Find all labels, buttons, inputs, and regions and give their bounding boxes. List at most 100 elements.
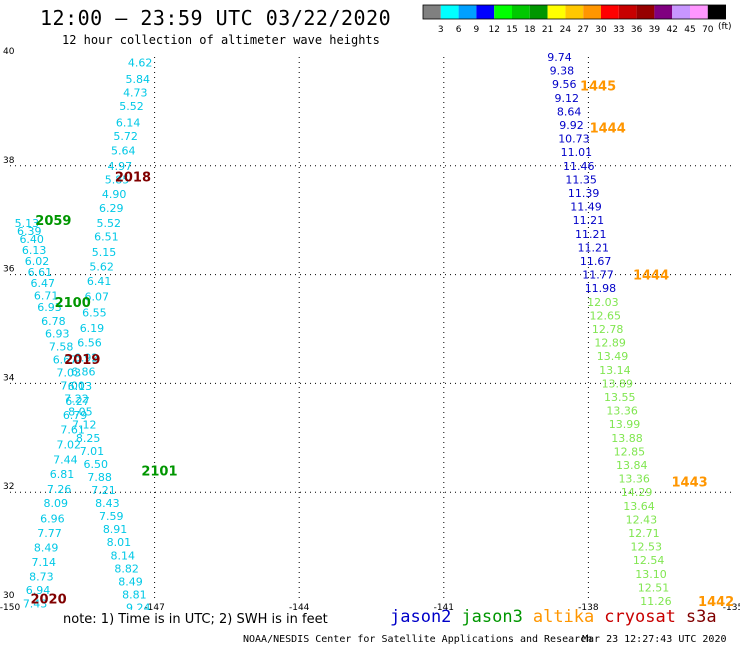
colorbar-tick-label: 27 <box>577 25 588 35</box>
legend-entry-jason3: jason3 <box>461 607 523 627</box>
wave-height-point: 13.99 <box>609 418 641 431</box>
wave-height-point: 12.03 <box>587 296 619 309</box>
wave-height-point: 8.64 <box>557 105 582 118</box>
wave-height-point: 13.10 <box>635 568 667 581</box>
colorbar-swatch <box>654 5 673 19</box>
colorbar-tick-label: 9 <box>474 25 480 35</box>
wave-height-point: 11.46 <box>563 160 595 173</box>
wave-height-point: 6.96 <box>40 512 65 525</box>
wave-height-point: 8.82 <box>114 562 139 575</box>
colorbar-tick-label: 70 <box>702 25 714 35</box>
time-label: 1442 <box>698 595 734 610</box>
time-label: 1444 <box>633 269 669 284</box>
colorbar-swatch <box>707 5 726 19</box>
colorbar-frame <box>422 4 727 20</box>
colorbar-tick-label: 6 <box>456 25 462 35</box>
legend-entry-altika: altika <box>532 607 595 627</box>
colorbar-tick-label: 18 <box>524 25 536 35</box>
chart-subtitle: 12 hour collection of altimeter wave hei… <box>62 33 380 47</box>
wave-height-point: 11.35 <box>565 173 597 186</box>
wave-height-point: 7.12 <box>72 419 97 432</box>
wave-height-point: 6.79 <box>63 409 88 422</box>
wave-height-point: 4.62 <box>128 56 153 69</box>
wave-height-point: 8.49 <box>118 575 143 588</box>
wave-height-point: 8.01 <box>107 536 132 549</box>
wave-height-point: 9.38 <box>550 65 575 78</box>
wave-height-point: 6.51 <box>94 231 119 244</box>
wave-height-point: 7.43 <box>23 598 48 610</box>
colorbar-swatch <box>565 5 584 19</box>
wave-height-point: 6.41 <box>87 275 112 288</box>
colorbar-swatch <box>690 5 708 19</box>
wave-height-point: 6.13 <box>68 380 93 393</box>
colorbar-swatch <box>636 5 655 19</box>
y-tick-label: 30 <box>3 591 15 601</box>
colorbar: 3 6 9 12 15 18 21 24 27 30 33 36 39 42 45 70 <box>422 4 727 35</box>
wave-height-point: 7.03 <box>57 367 82 380</box>
wave-height-point: 12.51 <box>638 581 670 594</box>
wave-height-point: 7.26 <box>47 483 72 496</box>
wave-height-point: 8.14 <box>111 549 136 562</box>
colorbar-swatch <box>583 5 601 19</box>
wave-height-point: 6.13 <box>22 244 47 257</box>
colorbar-tick-label: 30 <box>595 25 607 35</box>
wave-height-point: 6.86 <box>71 365 96 378</box>
x-tick-label: -138 <box>578 603 599 610</box>
y-tick-label: 32 <box>3 482 14 492</box>
wave-height-point: 6.92 <box>74 351 99 364</box>
wave-height-point: 7.58 <box>49 340 74 353</box>
wave-height-point: 5.52 <box>119 100 144 113</box>
wave-height-point: 6.71 <box>34 289 59 302</box>
x-tick-label: -135 <box>723 603 740 610</box>
wave-height-point: 12.78 <box>592 323 624 336</box>
wave-height-point: 6.55 <box>82 307 107 320</box>
time-label: 2100 <box>55 296 91 311</box>
wave-height-point: 6.67 <box>53 353 78 366</box>
altimeter-plot: -150 -147 -144 -141 -138 -135 30 32 34 36 38 40 4.62… <box>0 47 740 610</box>
wave-height-point: 8.09 <box>44 497 69 510</box>
wave-height-point: 13.49 <box>597 350 629 363</box>
x-tick-label: -144 <box>289 603 310 610</box>
time-label: 1445 <box>580 79 616 94</box>
colorbar-swatch <box>672 5 690 19</box>
footer-timestamp: Mar 23 12:27:43 UTC 2020 <box>582 634 727 645</box>
wave-height-point: 6.56 <box>77 337 102 350</box>
colorbar-tick-label: 39 <box>649 25 661 35</box>
wave-height-point: 13.55 <box>604 391 636 404</box>
wave-height-point: 12.65 <box>590 309 622 322</box>
wave-height-point: 11.39 <box>568 187 600 200</box>
y-tick-label: 34 <box>3 373 15 383</box>
colorbar-swatch <box>476 5 495 19</box>
wave-height-point: 11.49 <box>570 201 602 214</box>
colorbar-tick-label: 45 <box>684 25 695 35</box>
wave-height-point: 6.61 <box>28 266 53 279</box>
wave-height-point: 6.14 <box>116 116 141 129</box>
wave-height-point: 6.47 <box>31 277 56 290</box>
colorbar-swatch <box>547 5 566 19</box>
wave-height-point: 10.73 <box>558 133 590 146</box>
wave-height-point: 8.73 <box>29 571 54 584</box>
wave-height-point: 5.62 <box>89 260 114 273</box>
x-tick-label: -150 <box>0 603 20 610</box>
wave-height-point: 6.27 <box>65 395 90 408</box>
wave-height-point: 6.19 <box>80 322 105 335</box>
wave-height-point: 7.22 <box>64 393 89 406</box>
wave-height-point: 8.91 <box>103 523 128 536</box>
legend-entry-s3a: s3a <box>685 607 717 627</box>
wave-height-point: 7.77 <box>37 527 62 540</box>
wave-height-point: 11.77 <box>582 269 614 282</box>
x-tick-label: -141 <box>434 603 454 610</box>
wave-height-point: 13.88 <box>611 432 643 445</box>
wave-height-point: 9.92 <box>559 119 584 132</box>
colorbar-swatch <box>494 5 512 19</box>
time-label: 2020 <box>30 592 66 607</box>
colorbar-tick-label: 12 <box>488 25 499 35</box>
colorbar-swatch <box>458 5 477 19</box>
wave-height-point: 13.89 <box>602 377 634 390</box>
wave-height-point: 7.21 <box>91 484 116 497</box>
wave-height-point: 9.74 <box>547 51 572 64</box>
legend-entry-cryosat: cryosat <box>604 607 676 627</box>
wave-height-point: 12.71 <box>628 527 660 540</box>
wave-height-point: 12.43 <box>626 513 658 526</box>
wave-height-point: 9.56 <box>552 78 577 91</box>
